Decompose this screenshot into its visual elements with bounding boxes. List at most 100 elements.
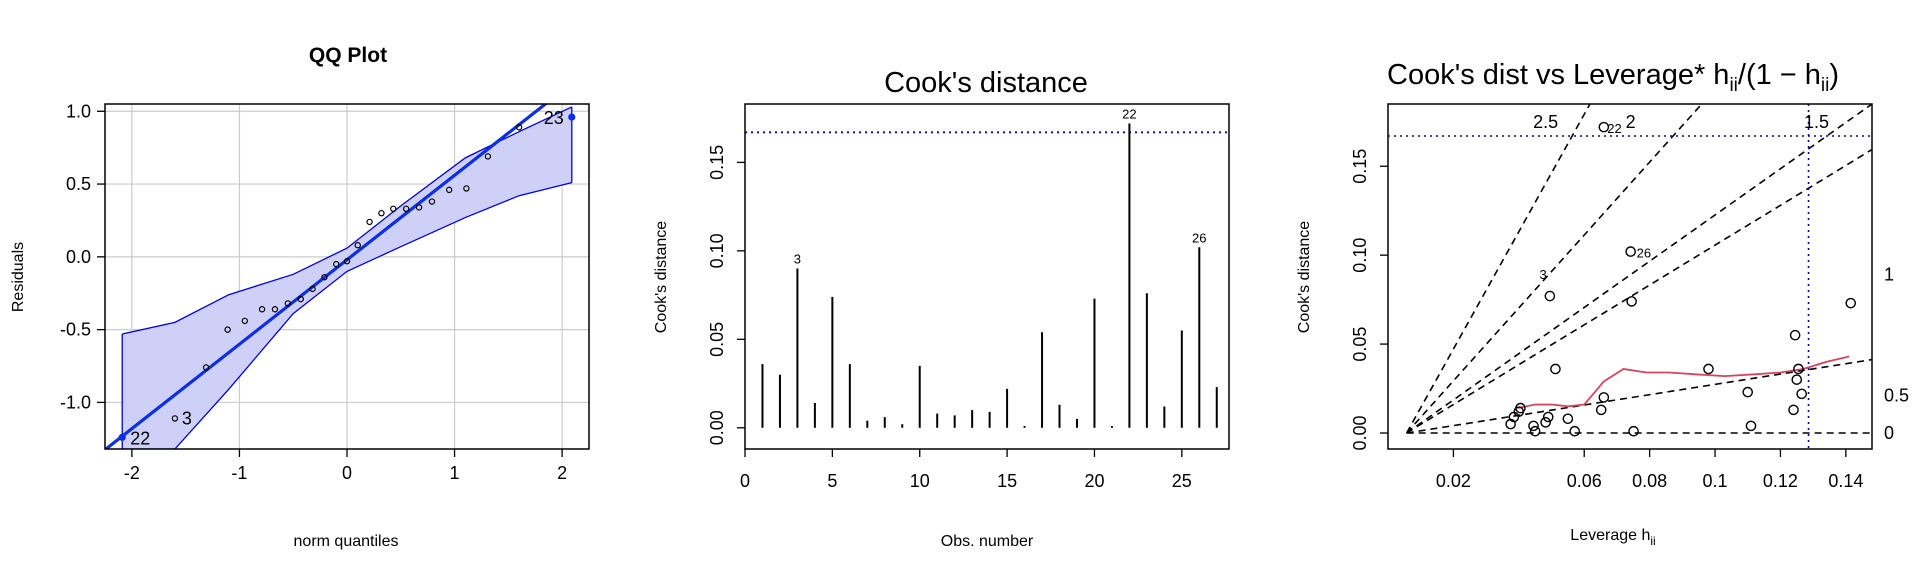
qq-y-tick-label: 1.0 — [66, 101, 91, 121]
leverage-y-axis-ticks: 0.00 0.05 0.10 0.15 — [1350, 149, 1388, 451]
contour-line-1 — [1406, 148, 1872, 434]
qq-point — [343, 258, 351, 265]
qq-plot-title: QQ Plot — [309, 44, 387, 67]
cooks-y-axis-ticks: 0.00 0.05 0.10 0.15 — [707, 145, 745, 445]
leverage-point-labels: 22 3 26 — [1540, 121, 1652, 282]
cooks-x-axis-label: Obs. number — [941, 533, 1034, 550]
leverage-point-label: 22 — [1607, 121, 1621, 136]
contour-label: 2.5 — [1533, 112, 1558, 132]
cooks-y-tick-label: 0.00 — [707, 410, 727, 445]
qq-y-tick-label: -1.0 — [60, 392, 91, 412]
cooks-distance-bars — [761, 123, 1218, 428]
qq-point — [445, 186, 453, 194]
cooks-point-label: 26 — [1192, 230, 1206, 245]
contour-line-2.5 — [1405, 104, 1591, 434]
qq-x-tick-label: 2 — [557, 463, 567, 483]
cooks-x-tick-label: 10 — [910, 471, 930, 491]
qq-point — [463, 185, 470, 192]
qq-point — [118, 433, 126, 441]
leverage-point — [1742, 386, 1754, 398]
leverage-y-tick-label: 0.05 — [1350, 327, 1370, 362]
qq-point — [428, 198, 436, 205]
cooks-plot-frame — [744, 103, 1230, 450]
qq-point-label: 3 — [182, 408, 192, 428]
cooks-distance-title: Cook's distance — [884, 67, 1088, 99]
leverage-x-tick-label: 0.08 — [1632, 471, 1667, 491]
leverage-cutoff-lines — [1388, 104, 1872, 449]
qq-point — [321, 274, 328, 281]
leverage-point — [1625, 246, 1636, 257]
qq-point — [271, 306, 279, 313]
contour-line-2 — [1406, 104, 1703, 434]
qq-band-lower — [122, 181, 572, 449]
qq-ref-line — [105, 104, 549, 449]
leverage-x-axis-ticks: 0.02 0.06 0.08 0.1 0.12 0.14 — [1436, 449, 1863, 491]
qq-y-tick-label: -0.5 — [60, 320, 91, 340]
leverage-point — [1598, 121, 1610, 133]
qq-point-label: 22 — [130, 428, 150, 448]
qq-point — [202, 364, 210, 371]
qq-point — [515, 124, 523, 131]
qq-point — [484, 153, 492, 160]
qq-y-tick-label: 0.0 — [66, 247, 91, 267]
qq-point — [402, 205, 410, 213]
leverage-smooth-curve — [1517, 355, 1850, 409]
cooks-x-axis-ticks: 0 5 10 15 20 25 — [740, 449, 1192, 491]
leverage-y-tick-label: 0.15 — [1350, 149, 1370, 184]
qq-point — [378, 209, 385, 217]
cooks-x-tick-label: 15 — [997, 471, 1017, 491]
contour-right-label: 0 — [1884, 423, 1894, 443]
contour-right-label: 0.5 — [1884, 386, 1909, 406]
leverage-point — [1529, 425, 1541, 437]
cooks-x-tick-label: 5 — [827, 471, 837, 491]
qq-reference-line — [105, 104, 549, 449]
leverage-x-tick-label: 0.02 — [1436, 471, 1471, 491]
leverage-y-tick-label: 0.10 — [1350, 238, 1370, 273]
leverage-x-tick-label: 0.12 — [1763, 471, 1798, 491]
qq-band-area — [122, 106, 572, 449]
qq-point-label: 23 — [544, 108, 564, 128]
qq-x-axis-ticks: -2 -1 0 1 2 — [124, 449, 567, 483]
leverage-point — [1789, 329, 1801, 341]
leverage-point — [1793, 363, 1804, 375]
leverage-point — [1598, 392, 1610, 403]
leverage-point — [1745, 420, 1757, 432]
leverage-point — [1542, 411, 1554, 423]
cooks-point-labels: 3 22 26 — [794, 106, 1207, 266]
cooks-vs-leverage-panel: Cook's dist vs Leverage* hii/(1 − hii) 2… — [1296, 59, 1909, 548]
qq-point — [366, 218, 373, 226]
cooks-x-tick-label: 0 — [740, 471, 750, 491]
cooks-x-tick-label: 25 — [1172, 471, 1192, 491]
leverage-point — [1540, 417, 1551, 428]
qq-y-axis-label: Residuals — [10, 242, 27, 312]
leverage-point — [1562, 413, 1574, 425]
leverage-y-axis-label: Cook's distance — [1296, 221, 1313, 334]
leverage-point — [1796, 388, 1807, 400]
leverage-point — [1515, 402, 1526, 414]
qq-point — [333, 260, 340, 268]
leverage-cooks-contours — [1405, 104, 1872, 434]
qq-point — [284, 300, 292, 307]
leverage-point — [1595, 404, 1607, 416]
contour-right-label: 1.5 — [1804, 112, 1829, 132]
leverage-contour-labels: 2.5 2 1.5 1 0.5 0 — [1533, 112, 1909, 443]
qq-point — [354, 242, 361, 249]
contour-line-0.5 — [1406, 358, 1872, 434]
leverage-point — [1550, 363, 1561, 375]
qq-x-tick-label: 0 — [342, 463, 352, 483]
leverage-point — [1528, 420, 1539, 432]
qq-point — [224, 326, 231, 333]
leverage-point — [1703, 363, 1714, 375]
contour-label: 2 — [1626, 112, 1636, 132]
cooks-x-tick-label: 20 — [1084, 471, 1104, 491]
contour-line-1.5 — [1406, 104, 1872, 434]
leverage-x-tick-label: 0.06 — [1567, 471, 1602, 491]
leverage-point-label: 3 — [1540, 267, 1547, 282]
qq-point — [568, 113, 576, 121]
leverage-smooth-line — [1517, 355, 1850, 409]
leverage-point — [1569, 425, 1581, 437]
